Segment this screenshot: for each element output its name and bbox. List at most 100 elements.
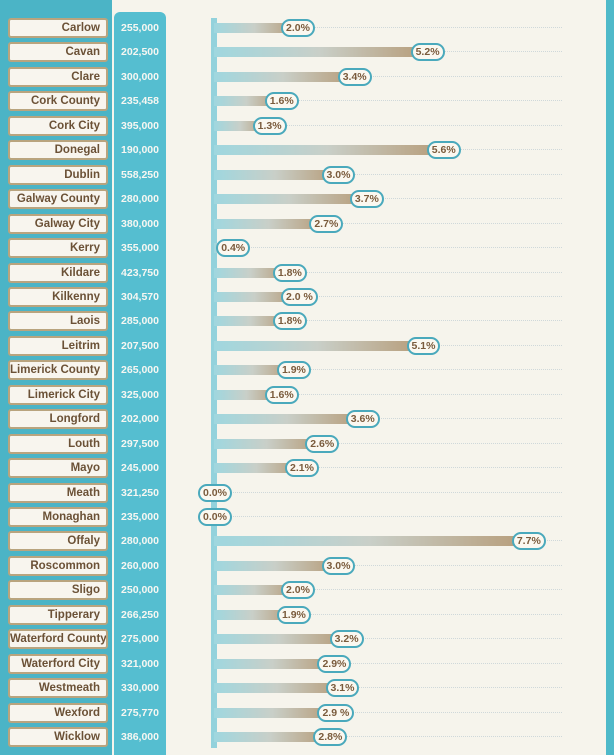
price-label: 558,250: [121, 168, 159, 181]
value-label: 3.0%: [321, 556, 356, 575]
county-label: Tipperary: [8, 604, 108, 625]
county-label: Kerry: [8, 238, 108, 259]
chart-row: Cork County 235,458 1.6%: [0, 89, 614, 113]
value-label: 2.9 %: [317, 703, 355, 722]
chart-row: Galway City 380,000 2.7%: [0, 212, 614, 236]
price-label: 235,000: [121, 511, 159, 523]
value-label: 1.9%: [276, 361, 311, 380]
price-label: 321,000: [121, 657, 159, 670]
chart-row: Wicklow 386,000 2.8%: [0, 725, 614, 749]
value-label: 1.8%: [272, 312, 307, 331]
grid-line: [217, 467, 562, 469]
county-label: Longford: [8, 409, 108, 430]
chart-axis-spine: [211, 18, 217, 748]
price-label: 285,000: [121, 315, 159, 328]
price-label: 202,000: [121, 413, 159, 426]
county-label: Wexford: [8, 702, 108, 723]
value-label: 7.7%: [511, 532, 546, 551]
county-label: Limerick City: [8, 384, 108, 405]
price-column: [114, 12, 166, 755]
value-label: 3.1%: [325, 679, 360, 698]
chart-row: Roscommon 260,000 3.0%: [0, 554, 614, 578]
price-label: 321,250: [121, 486, 159, 499]
price-label: 355,000: [121, 242, 159, 255]
value-bar: [214, 732, 328, 743]
price-label: 386,000: [121, 731, 159, 744]
value-bar: [214, 438, 320, 449]
grid-line: [217, 198, 562, 200]
value-bar: [214, 169, 336, 180]
chart-row: Dublin 558,250 3.0%: [0, 163, 614, 187]
grid-line: [217, 736, 562, 738]
grid-line: [217, 271, 562, 273]
grid-line: [217, 100, 562, 102]
value-label: 1.9%: [276, 605, 311, 624]
chart-row: Longford 202,000 3.6%: [0, 407, 614, 431]
value-bar: [214, 585, 295, 596]
value-bar: [214, 267, 287, 278]
value-label: 2.8%: [313, 728, 348, 747]
price-label: 395,000: [121, 119, 159, 132]
price-label: 275,000: [121, 633, 159, 646]
price-label: 280,000: [121, 193, 159, 206]
value-label: 2.6%: [305, 434, 340, 453]
price-label: 330,000: [121, 682, 159, 695]
chart-row: Waterford City 321,000 2.9%: [0, 652, 614, 676]
grid-line: [217, 711, 562, 713]
grid-line: [217, 662, 562, 664]
value-label: 2.0%: [281, 19, 315, 37]
county-label: Louth: [8, 433, 108, 454]
value-label: 3.2%: [329, 630, 364, 649]
county-label: Galway City: [8, 213, 108, 234]
chart-row: Waterford County 275,000 3.2%: [0, 627, 614, 651]
chart-row: Carlow 255,000 2.0%: [0, 16, 614, 40]
chart-row: Westmeath 330,000 3.1%: [0, 676, 614, 700]
value-bar: [214, 389, 279, 400]
county-label: Cavan: [8, 42, 108, 63]
value-bar: [214, 536, 526, 547]
chart-row: Laois 285,000 1.8%: [0, 309, 614, 333]
value-bar: [214, 194, 364, 205]
county-label: Galway County: [8, 189, 108, 210]
price-label: 275,770: [121, 706, 159, 719]
county-label: Clare: [8, 66, 108, 87]
value-label: 1.8%: [272, 263, 307, 282]
chart-row: Galway County 280,000 3.7%: [0, 187, 614, 211]
chart-row: Limerick City 325,000 1.6%: [0, 383, 614, 407]
value-bar: [214, 47, 425, 58]
grid-line: [217, 589, 562, 591]
chart-row: Cavan 202,500 5.2%: [0, 40, 614, 64]
price-label: 245,000: [121, 462, 159, 475]
value-label: 0.4%: [216, 239, 251, 258]
county-label: Sligo: [8, 580, 108, 601]
chart-row: Louth 297,500 2.6%: [0, 432, 614, 456]
county-label: Leitrim: [8, 335, 108, 356]
grid-line: [217, 613, 562, 615]
county-label: Roscommon: [8, 555, 108, 576]
value-label: 3.7%: [349, 190, 384, 209]
value-bar: [214, 707, 332, 718]
grid-line: [217, 442, 562, 444]
county-label: Donegal: [8, 140, 108, 161]
chart-row: Meath 321,250 0.0%: [0, 481, 614, 505]
county-label: Wicklow: [8, 727, 108, 748]
value-label: 2.1%: [285, 459, 319, 478]
chart-row: Mayo 245,000 2.1%: [0, 456, 614, 480]
price-label: 304,570: [121, 290, 159, 303]
value-bar: [214, 609, 291, 620]
value-label: 5.1%: [406, 336, 441, 355]
price-label: 380,000: [121, 217, 159, 230]
chart-row: Monaghan 235,000 0.0%: [0, 505, 614, 529]
grid-line: [217, 247, 562, 249]
chart-row: Cork City 395,000 1.3%: [0, 114, 614, 138]
value-label: 2.9%: [317, 654, 352, 673]
price-label: 235,458: [121, 95, 159, 108]
county-label: Laois: [8, 311, 108, 332]
chart-row: Sligo 250,000 2.0%: [0, 578, 614, 602]
county-label: Cork City: [8, 115, 108, 136]
price-label: 280,000: [121, 535, 159, 548]
price-label: 300,000: [121, 70, 159, 83]
price-label: 423,750: [121, 266, 159, 279]
value-bar: [214, 683, 340, 694]
